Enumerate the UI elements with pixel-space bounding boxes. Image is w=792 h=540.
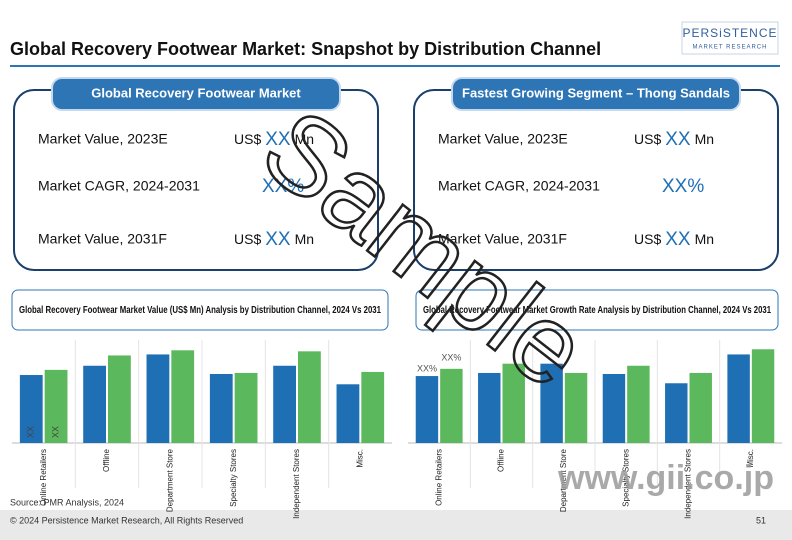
value-highlight: XX%: [662, 176, 704, 197]
bar: [234, 372, 258, 443]
source: Source: PMR Analysis, 2024: [10, 497, 124, 507]
copyright: © 2024 Persistence Market Research, All …: [10, 515, 243, 525]
page-number: 51: [756, 515, 766, 525]
bar: [564, 372, 588, 443]
value-prefix: US$: [634, 131, 661, 147]
bar: [602, 373, 626, 443]
value-suffix: Mn: [695, 231, 714, 247]
x-tick-label: Department Store: [165, 448, 174, 512]
data-label: XX: [50, 426, 60, 438]
bar: [540, 363, 563, 443]
value-suffix: Mn: [295, 131, 314, 147]
bar: [627, 365, 650, 443]
row-label: Market CAGR, 2024-2031: [438, 178, 600, 194]
x-tick-label: Independent Stores: [684, 449, 693, 519]
row-label: Market Value, 2023E: [438, 131, 568, 147]
bar: [727, 354, 750, 443]
row-label: Market CAGR, 2024-2031: [38, 178, 200, 194]
bar: [273, 365, 296, 443]
row-value: US$ XX Mn: [634, 229, 714, 250]
bar: [171, 350, 195, 443]
bar: [415, 376, 439, 443]
slide-title: Global Recovery Footwear Market: Snapsho…: [10, 39, 601, 59]
row-value: US$ XX Mn: [634, 129, 714, 150]
x-tick-label: Specialty Stores: [621, 449, 630, 507]
value-highlight: XX: [665, 129, 691, 150]
chart-title-box: [415, 289, 779, 331]
value-highlight: XX: [265, 229, 291, 250]
footer-bar: [0, 510, 792, 540]
value-highlight: XX: [665, 229, 691, 250]
bar: [751, 349, 775, 443]
data-label: XX%: [441, 352, 461, 362]
bar: [44, 369, 68, 443]
value-suffix: Mn: [295, 231, 314, 247]
chart-title: Global Recovery Footwear Market Value (U…: [19, 304, 381, 316]
value-highlight: XX%: [262, 176, 304, 197]
row-value: US$ XX Mn: [234, 229, 314, 250]
snapshot-header: [451, 77, 741, 111]
value-highlight: XX: [265, 129, 291, 150]
bar: [665, 383, 688, 443]
bar: [440, 368, 463, 443]
bar: [336, 384, 360, 443]
chart-title-box: [11, 289, 389, 331]
row-value: XX%: [262, 176, 304, 197]
x-tick-label: Offline: [497, 448, 506, 472]
bar: [19, 375, 43, 443]
snapshot-header: [51, 77, 341, 111]
value-suffix: Mn: [695, 131, 714, 147]
snapshot-title: Global Recovery Footwear Market: [91, 85, 301, 100]
x-tick-label: Online Retailers: [39, 449, 48, 506]
x-tick-label: Offline: [102, 448, 111, 472]
watermark-site: www.gii.co.jp: [557, 459, 774, 497]
x-tick-label: Online Retailers: [434, 449, 443, 506]
data-label: XX%: [417, 363, 437, 373]
bar: [361, 371, 385, 443]
snapshot-title: Fastest Growing Segment – Thong Sandals: [462, 85, 730, 100]
bar: [108, 355, 131, 443]
row-value: US$ XX Mn: [234, 129, 314, 150]
logo: PERSiSTENCE: [682, 26, 777, 40]
bar: [502, 363, 525, 443]
value-prefix: US$: [234, 131, 261, 147]
x-tick-label: Misc.: [746, 449, 755, 468]
bar: [209, 373, 233, 443]
logo-sub: MARKET RESEARCH: [693, 45, 768, 51]
x-tick-label: Department Store: [559, 448, 568, 512]
x-tick-label: Independent Stores: [292, 449, 301, 519]
value-prefix: US$: [634, 231, 661, 247]
chart-title: Global Recovery Footwear Market Growth R…: [423, 304, 771, 316]
bar: [689, 372, 712, 443]
row-label: Market Value, 2023E: [38, 131, 168, 147]
row-label: Market Value, 2031F: [438, 231, 567, 247]
x-tick-label: Specialty Stores: [229, 449, 238, 507]
x-tick-label: Misc.: [355, 449, 364, 468]
data-label: XX: [26, 426, 36, 438]
bar: [298, 351, 321, 443]
bar: [478, 372, 501, 443]
bar: [146, 354, 170, 443]
bar: [83, 365, 106, 443]
row-label: Market Value, 2031F: [38, 231, 167, 247]
row-value: XX%: [662, 176, 704, 197]
value-prefix: US$: [234, 231, 261, 247]
logo-box: [681, 21, 779, 55]
